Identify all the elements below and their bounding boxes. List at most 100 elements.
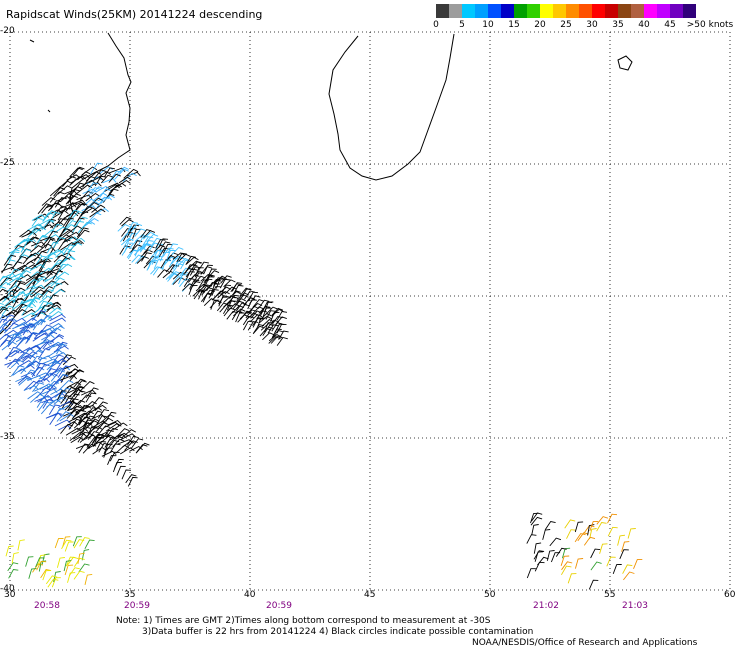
wind-barb	[243, 297, 255, 307]
wind-barb	[22, 309, 36, 316]
wind-barb	[14, 321, 29, 328]
wind-barb	[25, 360, 41, 369]
wind-barb	[37, 395, 53, 403]
wind-barb	[10, 261, 23, 271]
wind-barb	[35, 338, 52, 348]
wind-barb	[86, 182, 99, 193]
wind-barb	[215, 278, 225, 289]
wind-barb	[61, 397, 74, 410]
wind-barb	[27, 391, 43, 400]
wind-barb	[67, 242, 83, 253]
wind-barb	[107, 455, 117, 465]
wind-barb	[72, 536, 82, 547]
wind-barb	[82, 443, 97, 454]
wind-barb	[60, 371, 73, 383]
wind-barb	[21, 285, 38, 293]
wind-barb	[139, 243, 151, 253]
wind-barb	[231, 282, 243, 292]
wind-barb	[247, 299, 257, 310]
wind-barb	[8, 273, 25, 280]
legend-swatch	[527, 4, 540, 18]
wind-barb	[64, 541, 74, 552]
wind-barb	[143, 245, 155, 254]
wind-barb	[178, 253, 191, 262]
wind-barb	[52, 210, 69, 219]
wind-barb	[116, 428, 130, 437]
wind-barb	[82, 419, 93, 430]
wind-barb	[588, 579, 599, 590]
wind-barb	[109, 170, 122, 182]
wind-barb	[57, 387, 72, 399]
wind-barb	[0, 328, 8, 333]
wind-barb	[38, 218, 54, 226]
wind-barb	[55, 263, 68, 276]
wind-barb	[16, 274, 32, 282]
legend-label: 30	[586, 20, 598, 30]
note-line-1: Note: 1) Times are GMT 2)Times along bot…	[116, 616, 491, 626]
wind-barb	[56, 217, 69, 228]
wind-barb	[49, 396, 65, 404]
wind-barb	[7, 280, 22, 292]
wind-barb	[120, 233, 132, 243]
wind-barb	[56, 228, 71, 240]
wind-barb	[31, 306, 46, 316]
wind-barb	[87, 431, 100, 440]
wind-barb	[62, 244, 75, 256]
lon-tick-label: 55	[604, 590, 616, 600]
wind-barb	[0, 328, 8, 333]
wind-barb	[1, 319, 15, 329]
wind-barb	[0, 323, 9, 330]
wind-barb	[612, 564, 622, 575]
legend-label: 35	[612, 20, 624, 30]
wind-barb	[167, 243, 178, 253]
wind-barb	[22, 354, 36, 363]
legend-label: 5	[459, 20, 465, 30]
wind-barb	[31, 309, 46, 321]
wind-barb	[71, 201, 86, 208]
wind-barb	[526, 568, 536, 579]
lat-lon-grid	[9, 31, 731, 591]
wind-barb	[116, 465, 126, 476]
wind-barb	[22, 323, 36, 336]
wind-barb	[41, 197, 56, 206]
wind-barb	[191, 261, 203, 270]
wind-barb	[54, 205, 67, 216]
wind-barb	[37, 348, 51, 360]
wind-barb	[22, 351, 38, 361]
wind-barb	[71, 237, 86, 244]
legend-label: 10	[482, 20, 494, 30]
wind-barb	[32, 278, 47, 288]
wind-barb	[0, 302, 4, 305]
wind-barb	[0, 336, 14, 346]
wind-barb	[23, 322, 35, 332]
lon-tick-label: 40	[244, 590, 256, 600]
wind-barb	[63, 387, 77, 399]
wind-barb	[94, 207, 109, 215]
wind-barb	[118, 176, 132, 184]
wind-barb	[544, 520, 556, 531]
wind-barb	[232, 300, 245, 310]
wind-barb	[566, 529, 577, 539]
wind-barb	[38, 372, 55, 380]
wind-barb	[22, 369, 36, 380]
wind-barb	[271, 308, 284, 317]
note-line-2: 3)Data buffer is 22 hrs from 20141224 4)…	[142, 627, 534, 637]
legend-swatch	[631, 4, 644, 18]
wind-barb	[30, 284, 46, 291]
wind-barb	[201, 286, 213, 296]
wind-barb	[141, 252, 152, 262]
wind-barb	[36, 560, 47, 571]
wind-barb	[166, 250, 176, 260]
wind-barb	[41, 236, 55, 248]
wind-barb	[49, 313, 66, 322]
wind-barb	[3, 254, 17, 266]
wind-barb	[162, 247, 174, 257]
wind-barb	[91, 433, 104, 446]
wind-barb	[50, 370, 65, 382]
wind-barb	[77, 431, 90, 443]
wind-barb	[143, 230, 156, 239]
wind-barb	[53, 254, 67, 263]
legend-swatch	[657, 4, 670, 18]
wind-barb	[4, 360, 20, 366]
wind-barb	[115, 432, 129, 440]
